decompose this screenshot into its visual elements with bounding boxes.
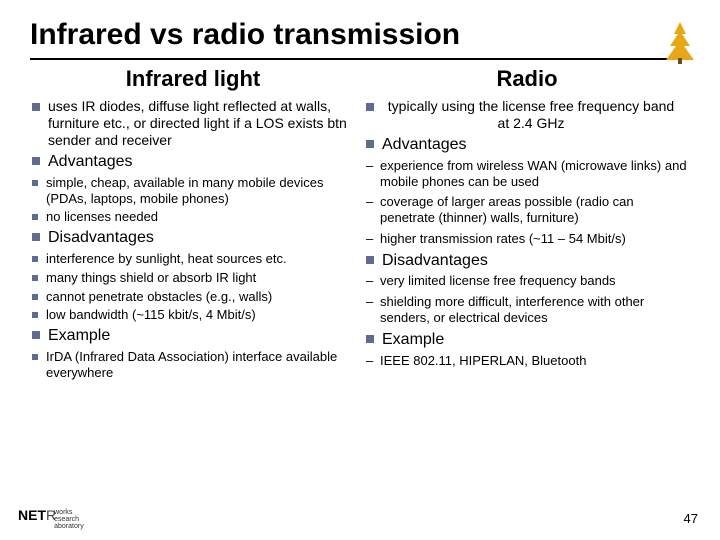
list-item: many things shield or absorb IR light (30, 270, 356, 286)
list-item: very limited license free frequency band… (364, 273, 690, 289)
list-item: IEEE 802.11, HIPERLAN, Bluetooth (364, 353, 690, 369)
tree-logo-icon (658, 20, 702, 64)
list-item: low bandwidth (~115 kbit/s, 4 Mbit/s) (30, 307, 356, 323)
list-item: coverage of larger areas possible (radio… (364, 194, 690, 227)
infrared-heading: Infrared light (30, 66, 356, 92)
radio-intro: typically using the license free frequen… (364, 98, 690, 132)
infrared-advantages-head: Advantages (30, 152, 356, 172)
list-item: higher transmission rates (~11 – 54 Mbit… (364, 231, 690, 247)
radio-disadvantages-head: Disadvantages (364, 251, 690, 271)
list-item: experience from wireless WAN (microwave … (364, 158, 690, 191)
infrared-intro: uses IR diodes, diffuse light reflected … (30, 98, 356, 149)
list-item: shielding more difficult, interference w… (364, 294, 690, 327)
list-item: no licenses needed (30, 209, 356, 225)
right-column: Radio typically using the license free f… (364, 66, 690, 384)
radio-example-head: Example (364, 330, 690, 350)
list-item: IrDA (Infrared Data Association) interfa… (30, 349, 356, 381)
infrared-disadvantages-head: Disadvantages (30, 228, 356, 248)
page-number: 47 (684, 511, 698, 526)
content-columns: Infrared light uses IR diodes, diffuse l… (30, 66, 690, 384)
list-item: interference by sunlight, heat sources e… (30, 251, 356, 267)
list-item: simple, cheap, available in many mobile … (30, 175, 356, 207)
list-item: cannot penetrate obstacles (e.g., walls) (30, 289, 356, 305)
footer-logo: NETRworksesearchaboratory (18, 507, 84, 530)
slide-title: Infrared vs radio transmission (30, 18, 690, 52)
left-column: Infrared light uses IR diodes, diffuse l… (30, 66, 356, 384)
title-divider (30, 58, 690, 60)
radio-heading: Radio (364, 66, 690, 92)
infrared-example-head: Example (30, 326, 356, 346)
radio-advantages-head: Advantages (364, 135, 690, 155)
slide: Infrared vs radio transmission Infrared … (0, 0, 720, 540)
